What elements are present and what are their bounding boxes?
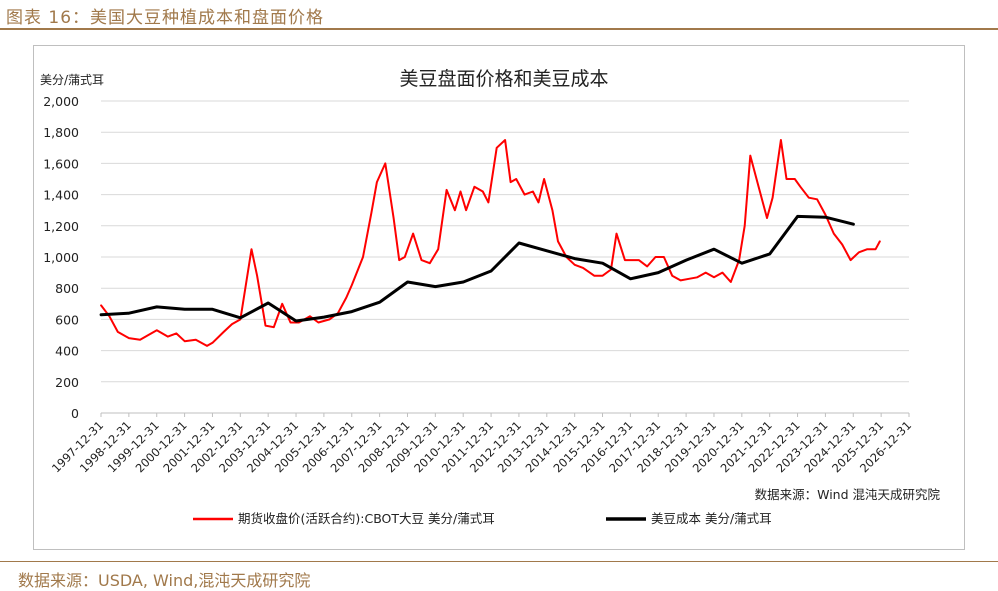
series-lines <box>99 139 881 347</box>
chart-frame <box>33 45 965 550</box>
x-tick-labels: 1997-12-311998-12-311999-12-312000-12-31… <box>49 413 914 475</box>
figure-header: 图表 16：美国大豆种植成本和盘面价格 <box>0 0 998 30</box>
y-tick-label: 800 <box>55 281 79 296</box>
legend-label: 期货收盘价(活跃合约):CBOT大豆 美分/蒲式耳 <box>238 511 495 526</box>
chart-title: 美豆盘面价格和美豆成本 <box>399 68 608 90</box>
header-rule <box>0 28 998 30</box>
legend: 期货收盘价(活跃合约):CBOT大豆 美分/蒲式耳 美豆成本 美分/蒲式耳 <box>193 511 772 526</box>
y-tick-label: 1,600 <box>43 156 79 171</box>
y-tick-label: 200 <box>55 375 79 390</box>
footer-rule <box>0 561 998 562</box>
cost-line <box>99 214 855 323</box>
y-axis-label: 美分/蒲式耳 <box>40 73 104 87</box>
y-tick-label: 1,000 <box>43 250 79 265</box>
y-tick-label: 2,000 <box>43 94 79 109</box>
figure-footer: 数据来源：USDA, Wind,混沌天成研究院 <box>0 561 998 590</box>
y-tick-label: 0 <box>71 406 79 421</box>
y-tick-label: 1,200 <box>43 219 79 234</box>
legend-label: 美豆成本 美分/蒲式耳 <box>651 511 772 526</box>
y-tick-label: 1,800 <box>43 125 79 140</box>
y-tick-label: 400 <box>55 344 79 359</box>
y-tick-label: 1,400 <box>43 188 79 203</box>
futures-price-line <box>100 139 881 347</box>
figure-title: 图表 16：美国大豆种植成本和盘面价格 <box>6 8 325 28</box>
grid-lines <box>101 100 909 414</box>
footer-source: 数据来源：USDA, Wind,混沌天成研究院 <box>18 571 311 590</box>
y-tick-label: 600 <box>55 312 79 327</box>
chart-source-note: 数据来源：Wind 混沌天成研究院 <box>755 487 941 502</box>
y-tick-labels: 0 200 400 600 800 1,000 1,200 1,400 1,600 1,800 2,… <box>43 94 79 421</box>
